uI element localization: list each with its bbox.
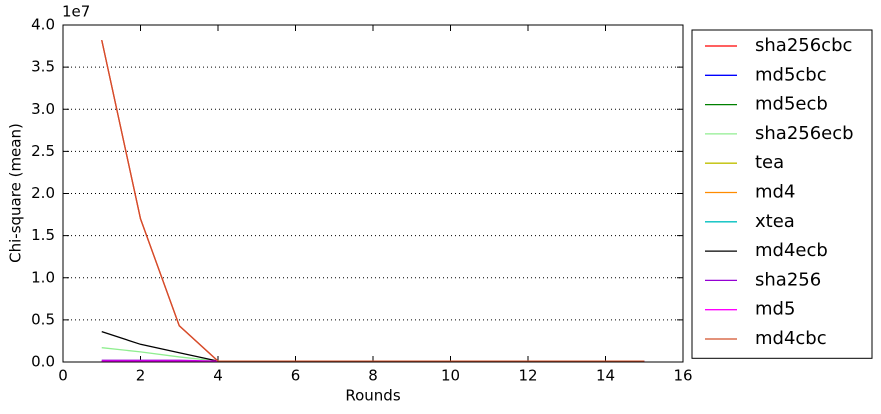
y-tick-label: 2.0 (31, 184, 55, 202)
legend-label: sha256 (755, 269, 821, 290)
legend-label: md5 (755, 299, 795, 320)
y-tick-label: 1.0 (31, 268, 55, 286)
legend-label: md5ecb (755, 94, 828, 115)
x-tick-label: 16 (673, 367, 692, 385)
x-tick-label: 14 (596, 367, 615, 385)
plot-frame (62, 24, 684, 363)
x-tick-label: 10 (441, 367, 460, 385)
x-tick-label: 2 (136, 367, 146, 385)
legend-label: md5cbc (755, 64, 827, 85)
x-tick-label: 0 (58, 367, 68, 385)
x-tick-label: 4 (213, 367, 223, 385)
y-axis-label: Chi-square (mean) (7, 123, 25, 263)
legend-label: md4ecb (755, 240, 828, 261)
y-tick-label: 4.0 (31, 16, 55, 34)
y-tick-label: 3.5 (31, 58, 55, 76)
y-tick-label: 3.0 (31, 100, 55, 118)
y-tick-label: 0.0 (31, 353, 55, 371)
x-tick-label: 6 (291, 367, 301, 385)
y-tick-label: 0.5 (31, 310, 55, 328)
legend-frame (691, 29, 873, 359)
x-tick-label: 8 (368, 367, 378, 385)
y-tick-label: 1.5 (31, 226, 55, 244)
legend-label: tea (755, 152, 784, 173)
legend-label: md4cbc (755, 328, 827, 349)
y-offset-label: 1e7 (62, 3, 90, 21)
legend-label: sha256ecb (755, 123, 854, 144)
legend-label: md4 (755, 182, 795, 203)
series-line (101, 40, 645, 362)
legend-label: xtea (755, 211, 795, 232)
legend: sha256cbc md5cbc md5ecb sha256ecb tea md4 xtea… (691, 29, 873, 359)
legend-label: sha256cbc (755, 35, 852, 56)
y-tick-label: 2.5 (31, 142, 55, 160)
x-axis-label: Rounds (345, 387, 400, 405)
x-tick-label: 12 (518, 367, 537, 385)
series-line (101, 40, 645, 362)
